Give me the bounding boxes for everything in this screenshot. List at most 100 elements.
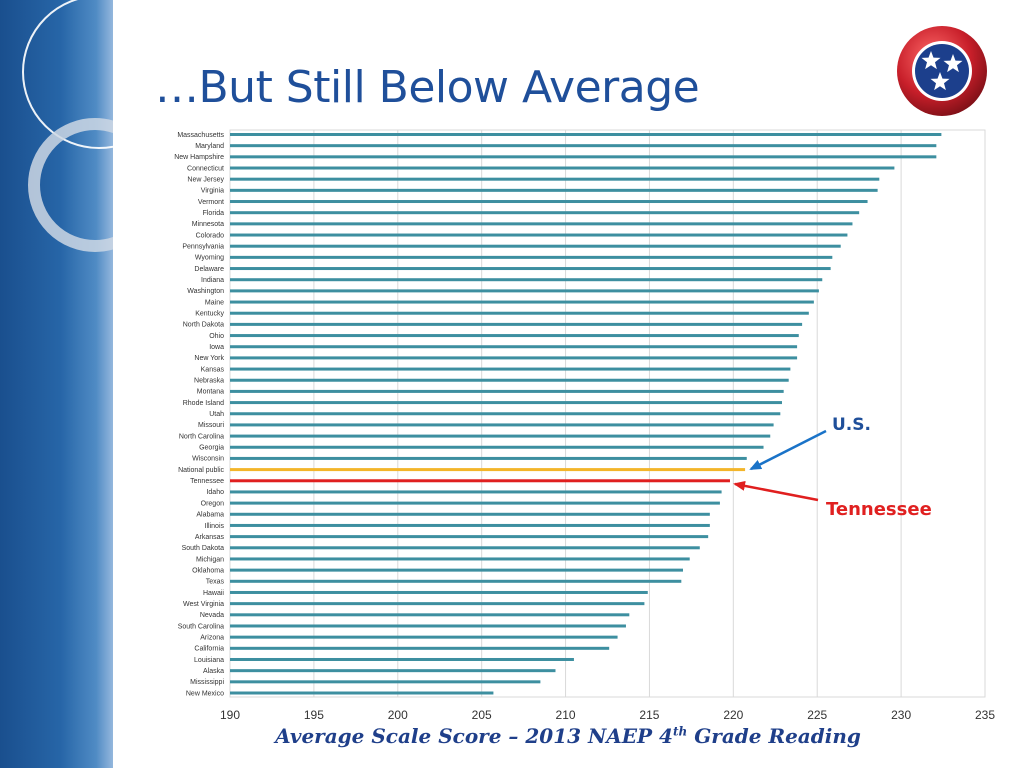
bar-west-virginia — [230, 602, 645, 606]
state-label: Arizona — [200, 634, 224, 641]
bar-kansas — [230, 367, 791, 371]
bar-south-carolina — [230, 624, 626, 628]
state-label: Indiana — [201, 277, 224, 284]
bar-minnesota — [230, 222, 853, 226]
bar-maine — [230, 300, 814, 304]
x-tick-label: 235 — [975, 708, 995, 722]
bar-national-public — [230, 468, 746, 472]
tennessee-arrow — [733, 480, 819, 502]
logo-blue-field — [915, 44, 969, 98]
x-axis-title-tail: Grade Reading — [687, 724, 861, 748]
bar-michigan — [230, 557, 690, 561]
bar-utah — [230, 412, 781, 416]
state-label: Ohio — [209, 333, 224, 340]
bar-nebraska — [230, 378, 789, 382]
bar-wisconsin — [230, 456, 747, 460]
x-axis-title-superscript: th — [672, 724, 688, 739]
x-tick-label: 200 — [388, 708, 408, 722]
bar-missouri — [230, 423, 774, 427]
bar-massachusetts — [230, 133, 942, 136]
bar-georgia — [230, 445, 764, 449]
state-label: West Virginia — [183, 601, 224, 608]
state-labels: Massachusetts Maryland New Hampshire Connec… — [174, 132, 225, 697]
bar-illinois — [230, 523, 710, 527]
star-icons — [921, 51, 963, 91]
state-label: Virginia — [201, 188, 224, 195]
state-label: California — [194, 646, 224, 653]
state-label: New Mexico — [186, 690, 224, 697]
state-label: Delaware — [194, 266, 224, 273]
state-label: Iowa — [209, 344, 224, 351]
x-axis-title-main: Average Scale Score – 2013 NAEP 4 — [275, 724, 673, 748]
state-label: Nebraska — [194, 378, 224, 385]
state-label: Maryland — [195, 143, 224, 150]
state-label: Connecticut — [187, 165, 224, 172]
state-label: North Carolina — [179, 433, 224, 440]
state-label: Hawaii — [203, 590, 224, 597]
x-axis-title: Average Scale Score – 2013 NAEP 4th Grad… — [0, 724, 1024, 748]
bar-iowa — [230, 345, 798, 349]
state-label: New Jersey — [187, 176, 224, 183]
state-label: South Dakota — [182, 545, 225, 552]
state-label: Florida — [203, 210, 225, 217]
us-arrow — [749, 429, 827, 471]
bar-colorado — [230, 233, 848, 237]
bar-florida — [230, 211, 860, 215]
state-label: North Dakota — [183, 322, 224, 329]
x-tick-label: 215 — [639, 708, 659, 722]
annotations: U.S. Tennessee — [733, 415, 932, 520]
bar-mississippi — [230, 680, 541, 684]
state-label: Louisiana — [194, 657, 224, 664]
x-tick-label: 190 — [220, 708, 240, 722]
bar-washington — [230, 289, 819, 293]
bar-arkansas — [230, 535, 709, 539]
bar-indiana — [230, 278, 823, 282]
state-label: Kentucky — [195, 311, 224, 318]
bar-connecticut — [230, 166, 895, 170]
x-tick-label: 205 — [472, 708, 492, 722]
state-label: Michigan — [196, 556, 224, 563]
bar-rhode-island — [230, 401, 782, 405]
bar-south-dakota — [230, 546, 700, 550]
bars — [230, 133, 942, 695]
state-label: Illinois — [205, 523, 225, 530]
bar-hawaii — [230, 590, 648, 594]
bar-new-hampshire — [230, 155, 937, 159]
x-tick-label: 210 — [556, 708, 576, 722]
bar-alabama — [230, 512, 710, 516]
state-label: Oregon — [201, 500, 224, 507]
bar-arizona — [230, 635, 618, 639]
state-label: Missouri — [198, 422, 225, 429]
star-icon — [943, 54, 963, 73]
state-label: Montana — [197, 389, 224, 396]
bar-wyoming — [230, 255, 833, 259]
x-axis-ticks: 190 195 200 205 210 215 220 225 230 235 — [220, 708, 995, 722]
state-label: Alaska — [203, 668, 224, 675]
state-label: Georgia — [199, 445, 224, 452]
state-label: New Hampshire — [174, 154, 224, 161]
bar-montana — [230, 389, 784, 393]
x-tick-label: 220 — [723, 708, 743, 722]
state-label: Wyoming — [195, 255, 224, 262]
bar-new-york — [230, 356, 798, 360]
state-label: Colorado — [196, 232, 225, 239]
bar-california — [230, 646, 610, 650]
bar-alaska — [230, 669, 556, 673]
x-tick-label: 195 — [304, 708, 324, 722]
tennessee-callout-label: Tennessee — [826, 499, 932, 520]
state-label: Arkansas — [195, 534, 225, 541]
bar-nevada — [230, 613, 630, 617]
decorative-sidebar — [0, 0, 113, 768]
bar-pennsylvania — [230, 244, 841, 248]
state-label: Oklahoma — [192, 567, 224, 574]
star-icon — [921, 51, 941, 70]
state-label: South Carolina — [178, 623, 224, 630]
bar-oregon — [230, 501, 720, 505]
state-label: Pennsylvania — [182, 244, 224, 251]
state-label: Alabama — [196, 512, 224, 519]
state-label: Minnesota — [192, 221, 224, 228]
state-label: Nevada — [200, 612, 224, 619]
bar-kentucky — [230, 311, 809, 315]
state-label: New York — [194, 355, 224, 362]
